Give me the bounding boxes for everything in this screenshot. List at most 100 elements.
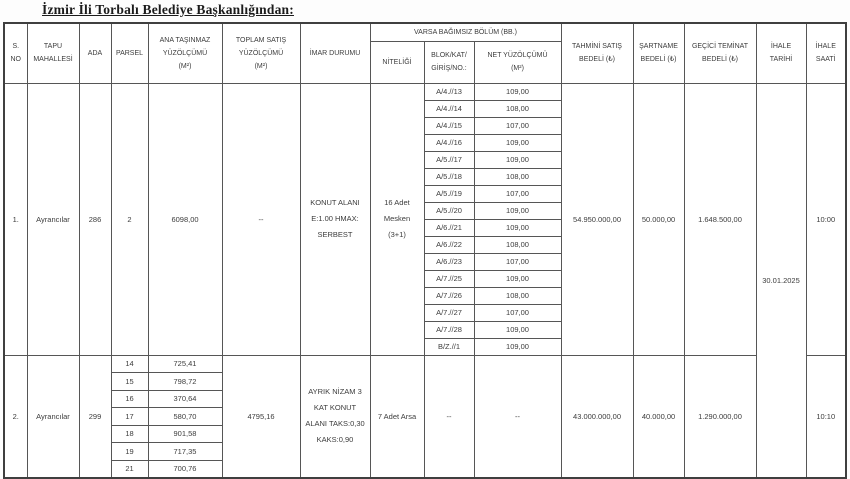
bb-net-cell: 108,00 bbox=[473, 99, 562, 118]
cell-ana-yuzolcumu: 6098,00 bbox=[147, 82, 223, 356]
parsel-no-cell: 21 bbox=[110, 459, 149, 478]
parsel-area-cell: 700,76 bbox=[147, 459, 223, 478]
cell-mahalle: Ayrancılar bbox=[26, 354, 80, 478]
col-header-parsel: PARSEL bbox=[110, 22, 149, 84]
cell-toplam-satis: 4795,16 bbox=[221, 354, 301, 478]
cell-imar-durumu: AYRIK NİZAM 3 KAT KONUT ALANI TAKS:0,30 … bbox=[299, 354, 371, 478]
bb-net-cell: 109,00 bbox=[473, 320, 562, 339]
bb-net-cell: 109,00 bbox=[473, 218, 562, 237]
parsel-no-cell: 18 bbox=[110, 424, 149, 443]
cell-ihale-tarihi: 30.01.2025 bbox=[755, 82, 807, 478]
bb-net-cell: 109,00 bbox=[473, 150, 562, 169]
bb-row: A/6.//21 109,00 bbox=[4, 218, 846, 237]
bb-blok-cell: A/6.//22 bbox=[423, 235, 475, 254]
col-header-varsa-bagimsiz: VARSA BAĞIMSIZ BÖLÜM (BB.) bbox=[369, 22, 562, 42]
table-row: 1. Ayrancılar 286 2 6098,00 -- KONUT ALA… bbox=[3, 82, 847, 478]
cell-tahmini-satis: 43.000.000,00 bbox=[560, 354, 634, 478]
bb-blok-cell: A/4.//13 bbox=[423, 82, 475, 101]
table-row: 2. Ayrancılar 299 14 725,41 4795,16 AYRI… bbox=[3, 354, 847, 478]
bb-blok-cell: A/7.//27 bbox=[423, 303, 475, 322]
bb-row: A/5.//20 109,00 bbox=[4, 201, 846, 220]
parsel-row: 21 700,76 bbox=[4, 459, 846, 478]
bb-net-cell: 109,00 bbox=[473, 82, 562, 101]
bb-row: A/7.//25 109,00 bbox=[4, 269, 846, 288]
bb-row: A/7.//26 108,00 bbox=[4, 286, 846, 305]
bb-row: A/7.//28 109,00 bbox=[4, 320, 846, 339]
bb-blok-cell: A/5.//17 bbox=[423, 150, 475, 169]
cell-niteligi: 16 Adet Mesken (3+1) bbox=[369, 82, 425, 356]
col-header-ihale-tarihi: İHALE TARİHİ bbox=[755, 22, 807, 84]
cell-sartname: 50.000,00 bbox=[632, 82, 685, 356]
bb-row: A/5.//19 107,00 bbox=[4, 184, 846, 203]
cell-net: -- bbox=[473, 354, 562, 478]
bb-blok-cell: A/7.//28 bbox=[423, 320, 475, 339]
bb-row: A/4.//15 107,00 bbox=[4, 116, 846, 135]
bb-row: B/Z.//1 109,00 bbox=[4, 337, 846, 356]
tender-table: S. NO TAPU MAHALLESİ ADA PARSEL ANA TAŞI… bbox=[3, 22, 848, 479]
parsel-area-cell: 901,58 bbox=[147, 424, 223, 443]
cell-toplam-satis: -- bbox=[221, 82, 301, 356]
bb-blok-cell: A/6.//23 bbox=[423, 252, 475, 271]
col-header-ihale-saati: İHALE SAATİ bbox=[805, 22, 847, 84]
parsel-no-cell: 16 bbox=[110, 389, 149, 408]
bb-row: A/4.//14 108,00 bbox=[4, 99, 846, 118]
bb-blok-cell: A/4.//15 bbox=[423, 116, 475, 135]
col-header-toplam-satis: TOPLAM SATIŞ YÜZÖLÇÜMÜ (M²) bbox=[221, 22, 301, 84]
col-header-niteligi: NİTELİĞİ bbox=[369, 40, 425, 84]
cell-blok: -- bbox=[423, 354, 475, 478]
col-header-tapu-mahallesi: TAPU MAHALLESİ bbox=[26, 22, 80, 84]
bb-blok-cell: A/5.//20 bbox=[423, 201, 475, 220]
document-title: İzmir İli Torbalı Belediye Başkanlığında… bbox=[42, 2, 294, 17]
cell-sno: 2. bbox=[3, 354, 28, 478]
parsel-area-cell: 580,70 bbox=[147, 407, 223, 426]
bb-net-cell: 107,00 bbox=[473, 303, 562, 322]
parsel-no-cell: 14 bbox=[110, 354, 149, 373]
cell-parsel: 2 bbox=[110, 82, 149, 356]
bb-blok-cell: B/Z.//1 bbox=[423, 337, 475, 356]
bb-blok-cell: A/6.//21 bbox=[423, 218, 475, 237]
cell-tahmini-satis: 54.950.000,00 bbox=[560, 82, 634, 356]
col-header-ana-tasinmaz: ANA TAŞINMAZ YÜZÖLÇÜMÜ (M²) bbox=[147, 22, 223, 84]
bb-net-cell: 107,00 bbox=[473, 252, 562, 271]
bb-blok-cell: A/4.//14 bbox=[423, 99, 475, 118]
bb-net-cell: 109,00 bbox=[473, 133, 562, 152]
cell-imar-durumu: KONUT ALANI E:1.00 HMAX: SERBEST bbox=[299, 82, 371, 356]
col-header-blok-kat: BLOK/KAT/ GİRİŞ/NO.: bbox=[423, 40, 475, 84]
bb-blok-cell: A/5.//19 bbox=[423, 184, 475, 203]
cell-ada: 286 bbox=[78, 82, 112, 356]
header-row-top: S. NO TAPU MAHALLESİ ADA PARSEL ANA TAŞI… bbox=[3, 22, 847, 84]
bb-row: A/5.//17 109,00 bbox=[4, 150, 846, 169]
bb-net-cell: 108,00 bbox=[473, 167, 562, 186]
cell-ihale-saati: 10:10 bbox=[805, 354, 847, 478]
cell-sartname: 40.000,00 bbox=[632, 354, 685, 478]
bb-net-cell: 107,00 bbox=[473, 116, 562, 135]
parsel-no-cell: 15 bbox=[110, 372, 149, 391]
cell-mahalle: Ayrancılar bbox=[26, 82, 80, 356]
cell-gecici-teminat: 1.290.000,00 bbox=[683, 354, 757, 478]
cell-gecici-teminat: 1.648.500,00 bbox=[683, 82, 757, 356]
col-header-tahmini-satis: TAHMİNİ SATIŞ BEDELİ (₺) bbox=[560, 22, 634, 84]
col-header-gecici-teminat: GEÇİCİ TEMİNAT BEDELİ (₺) bbox=[683, 22, 757, 84]
bb-blok-cell: A/4.//16 bbox=[423, 133, 475, 152]
col-header-sno: S. NO bbox=[3, 22, 28, 84]
parsel-row: 18 901,58 bbox=[4, 424, 846, 443]
col-header-sartname: ŞARTNAME BEDELİ (₺) bbox=[632, 22, 685, 84]
bb-net-cell: 107,00 bbox=[473, 184, 562, 203]
bb-blok-cell: A/5.//18 bbox=[423, 167, 475, 186]
header-row-sub: NİTELİĞİ BLOK/KAT/ GİRİŞ/NO.: NET YÜZÖLÇ… bbox=[4, 40, 846, 84]
cell-sno: 1. bbox=[3, 82, 28, 356]
parsel-no-cell: 17 bbox=[110, 407, 149, 426]
cell-ada: 299 bbox=[78, 354, 112, 478]
bb-blok-cell: A/7.//26 bbox=[423, 286, 475, 305]
parsel-area-cell: 798,72 bbox=[147, 372, 223, 391]
bb-net-cell: 109,00 bbox=[473, 269, 562, 288]
bb-blok-cell: A/7.//25 bbox=[423, 269, 475, 288]
col-header-ada: ADA bbox=[78, 22, 112, 84]
bb-net-cell: 108,00 bbox=[473, 286, 562, 305]
bb-net-cell: 108,00 bbox=[473, 235, 562, 254]
cell-niteligi: 7 Adet Arsa bbox=[369, 354, 425, 478]
col-header-net-yuzolcumu: NET YÜZÖLÇÜMÜ (M²) bbox=[473, 40, 562, 84]
parsel-area-cell: 717,35 bbox=[147, 442, 223, 461]
bb-net-cell: 109,00 bbox=[473, 337, 562, 356]
col-header-imar-durumu: İMAR DURUMU bbox=[299, 22, 371, 84]
